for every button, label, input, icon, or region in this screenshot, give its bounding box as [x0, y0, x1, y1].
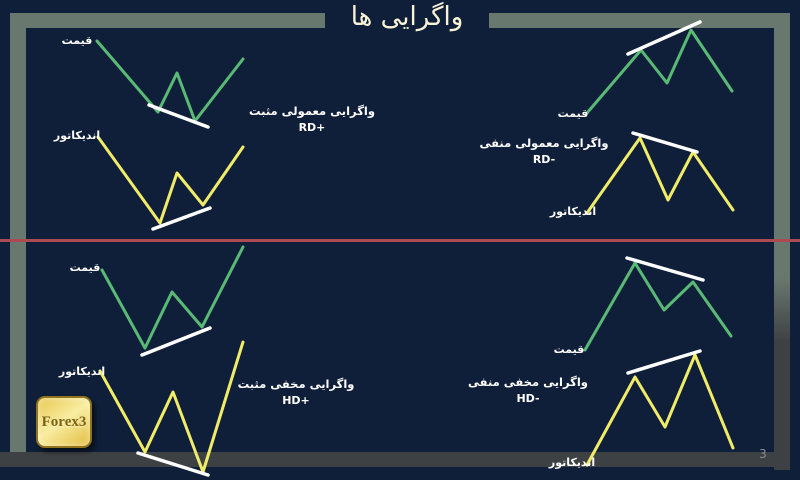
indicator-label-hd-minus: اندیکاتور: [548, 456, 596, 469]
price-label-hd-plus: قیمت: [69, 261, 101, 274]
regular-divergence-positive-price-trendline: [147, 103, 210, 129]
forex3-logo-text: Forex3: [41, 413, 87, 430]
caption-rd-minus: واگرایی معمولی منفی RD-: [474, 135, 614, 168]
hidden-divergence-negative-indicator-trendline: [626, 349, 702, 375]
caption-code-hd-plus: HD+: [282, 394, 310, 407]
indicator-label-hd-plus: اندیکاتور: [58, 365, 106, 378]
title-block: واگرایی ها: [325, 0, 489, 33]
frame-left-band: [10, 13, 26, 452]
regular-divergence-negative-price-line: [585, 28, 734, 115]
caption-code-hd-minus: HD-: [516, 392, 540, 405]
regular-divergence-negative-indicator-trendline: [631, 131, 699, 154]
divider-line: [0, 239, 800, 242]
caption-text-hd-plus: واگرایی مخفی مثبت: [237, 377, 355, 391]
price-label-hd-minus: قیمت: [553, 343, 585, 356]
caption-hd-plus: واگرایی مخفی مثبت HD+: [226, 376, 366, 409]
regular-divergence-positive-price-line: [95, 39, 245, 123]
regular-divergence-positive-indicator-line: [96, 135, 245, 225]
hidden-divergence-negative-price-trendline: [625, 256, 705, 282]
hidden-divergence-negative-price-line: [583, 261, 733, 352]
footer-bar: [0, 452, 790, 467]
indicator-label-rd-minus: اندیکاتور: [549, 205, 597, 218]
page-number: 3: [759, 447, 767, 461]
page-title: واگرایی ها: [350, 1, 464, 32]
price-label-rd-minus: قیمت: [557, 107, 589, 120]
price-label-rd-plus: قیمت: [61, 34, 93, 47]
caption-text-rd-minus: واگرایی معمولی منفی: [479, 136, 609, 150]
hidden-divergence-positive-price-trendline: [140, 326, 212, 357]
hidden-divergence-positive-price-line: [100, 245, 245, 350]
caption-code-rd-plus: RD+: [298, 121, 326, 134]
indicator-label-rd-plus: اندیکاتور: [53, 129, 101, 142]
caption-text-rd-plus: واگرایی معمولی مثبت: [248, 104, 375, 118]
caption-code-rd-minus: RD-: [532, 153, 556, 166]
hidden-divergence-negative-indicator-line: [585, 353, 735, 467]
caption-hd-minus: واگرایی مخفی منفی HD-: [458, 374, 598, 407]
caption-rd-plus: واگرایی معمولی مثبت RD+: [242, 103, 382, 136]
forex3-logo: Forex3: [36, 396, 92, 448]
caption-text-hd-minus: واگرایی مخفی منفی: [468, 375, 588, 389]
regular-divergence-positive-indicator-trendline: [151, 206, 212, 231]
